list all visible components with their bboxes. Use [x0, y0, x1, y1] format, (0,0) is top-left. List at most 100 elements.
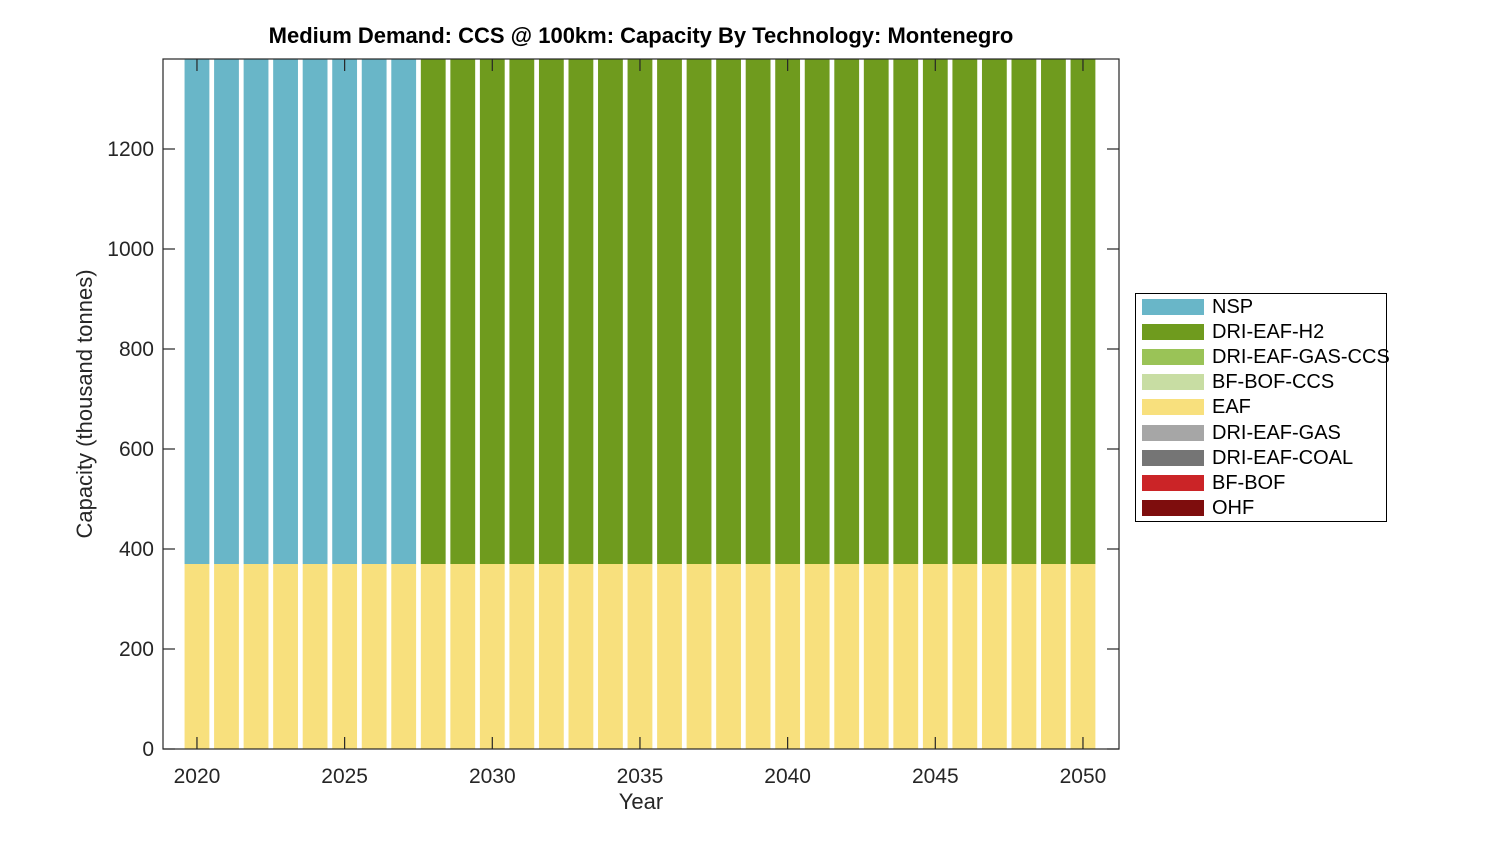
y-tick-label: 0 [142, 738, 154, 761]
bar-segment-DRI-EAF-H2-2033 [568, 59, 594, 564]
bar-segment-NSP-2025 [332, 59, 358, 564]
legend-item-DRI-EAF-COAL: DRI-EAF-COAL [1136, 445, 1386, 470]
bar-segment-DRI-EAF-H2-2035 [627, 59, 653, 564]
x-tick-label: 2045 [912, 765, 959, 788]
bar-segment-EAF-2031 [509, 564, 535, 749]
bar-segment-DRI-EAF-H2-2030 [479, 59, 505, 564]
bar-segment-DRI-EAF-H2-2049 [1041, 59, 1066, 564]
bar-segment-DRI-EAF-H2-2037 [686, 59, 712, 564]
bar-segment-EAF-2036 [657, 564, 682, 749]
y-tick-label: 800 [119, 338, 154, 361]
bar-segment-EAF-2026 [361, 564, 387, 749]
bar-segment-DRI-EAF-H2-2041 [804, 59, 830, 564]
bar-segment-EAF-2045 [922, 564, 948, 749]
bar-segment-DRI-EAF-H2-2039 [745, 59, 771, 564]
legend: NSP DRI-EAF-H2 DRI-EAF-GAS-CCS BF-BOF-CCS EA… [1135, 293, 1390, 522]
y-tick-label: 1000 [107, 238, 154, 261]
bar-segment-EAF-2035 [627, 564, 653, 749]
bar-segment-EAF-2028 [420, 564, 446, 749]
bar-segment-EAF-2037 [686, 564, 712, 749]
x-tick-label: 2035 [617, 765, 664, 788]
legend-item-BF-BOF: BF-BOF [1136, 471, 1386, 496]
bar-segment-DRI-EAF-H2-2042 [834, 59, 860, 564]
bar-segment-EAF-2030 [479, 564, 505, 749]
legend-item-BF-BOF-CCS: BF-BOF-CCS [1136, 370, 1386, 395]
bar-segment-DRI-EAF-H2-2043 [863, 59, 889, 564]
bar-segment-EAF-2033 [568, 564, 594, 749]
bars-group [184, 59, 1096, 749]
plot-box [162, 58, 1120, 750]
legend-swatch-BF-BOF [1142, 475, 1204, 492]
legend-label: DRI-EAF-H2 [1212, 320, 1325, 343]
legend-swatch-DRI-EAF-H2 [1142, 323, 1204, 340]
legend-item-DRI-EAF-H2: DRI-EAF-H2 [1136, 319, 1386, 344]
bar-segment-DRI-EAF-H2-2029 [450, 59, 476, 564]
y-tick-label: 200 [119, 638, 154, 661]
legend-swatch-DRI-EAF-GAS [1142, 424, 1204, 441]
legend-swatch-DRI-EAF-COAL [1142, 449, 1204, 466]
legend-label: OHF [1212, 497, 1255, 520]
bar-segment-EAF-2025 [332, 564, 358, 749]
legend-label: NSP [1212, 295, 1254, 318]
bar-segment-DRI-EAF-H2-2036 [657, 59, 682, 564]
legend-swatch-BF-BOF-CCS [1142, 374, 1204, 391]
legend-swatch-NSP [1142, 298, 1204, 315]
bar-segment-EAF-2027 [391, 564, 417, 749]
bar-segment-EAF-2050 [1070, 564, 1096, 749]
legend-swatch-EAF [1142, 399, 1204, 416]
bar-segment-NSP-2020 [184, 59, 210, 564]
legend-label: DRI-EAF-COAL [1212, 446, 1354, 469]
bar-segment-EAF-2024 [302, 564, 328, 749]
legend-label: BF-BOF-CCS [1212, 371, 1335, 394]
bar-segment-NSP-2027 [391, 59, 417, 564]
bar-segment-NSP-2021 [214, 59, 239, 564]
bar-segment-DRI-EAF-H2-2048 [1011, 59, 1037, 564]
bar-segment-DRI-EAF-H2-2050 [1070, 59, 1096, 564]
legend-label: DRI-EAF-GAS [1212, 421, 1341, 444]
bar-segment-DRI-EAF-H2-2047 [981, 59, 1007, 564]
bar-segment-EAF-2023 [273, 564, 298, 749]
bar-segment-EAF-2042 [834, 564, 860, 749]
bar-segment-NSP-2023 [273, 59, 298, 564]
bar-segment-DRI-EAF-H2-2032 [538, 59, 564, 564]
y-tick-label: 1200 [107, 138, 154, 161]
legend-swatch-DRI-EAF-GAS-CCS [1142, 349, 1204, 366]
x-tick-label: 2020 [174, 765, 221, 788]
bar-segment-EAF-2020 [184, 564, 210, 749]
x-axis-label: Year [618, 789, 664, 814]
legend-label: DRI-EAF-GAS-CCS [1212, 346, 1390, 369]
bar-segment-DRI-EAF-H2-2038 [716, 59, 741, 564]
legend-label: EAF [1212, 396, 1251, 419]
x-tick-label: 2050 [1060, 765, 1107, 788]
legend-swatch-OHF [1142, 500, 1204, 517]
x-tick-label: 2025 [321, 765, 368, 788]
bar-segment-DRI-EAF-H2-2045 [922, 59, 948, 564]
bar-segment-EAF-2041 [804, 564, 830, 749]
bar-segment-DRI-EAF-H2-2028 [420, 59, 446, 564]
legend-item-NSP: NSP [1136, 294, 1386, 319]
bar-segment-EAF-2046 [952, 564, 978, 749]
bar-segment-EAF-2043 [863, 564, 889, 749]
legend-label: BF-BOF [1212, 472, 1286, 495]
legend-item-DRI-EAF-GAS-CCS: DRI-EAF-GAS-CCS [1136, 345, 1390, 370]
bar-segment-EAF-2047 [981, 564, 1007, 749]
bar-segment-EAF-2048 [1011, 564, 1037, 749]
chart-title: Medium Demand: CCS @ 100km: Capacity By … [268, 23, 1014, 48]
legend-item-EAF: EAF [1136, 395, 1386, 420]
bar-segment-EAF-2049 [1041, 564, 1066, 749]
x-tick-label: 2030 [469, 765, 516, 788]
x-tick-label: 2040 [764, 765, 811, 788]
bar-segment-NSP-2024 [302, 59, 328, 564]
y-tick-label: 600 [119, 438, 154, 461]
bar-segment-EAF-2022 [243, 564, 269, 749]
bar-segment-EAF-2029 [450, 564, 476, 749]
bar-segment-DRI-EAF-H2-2044 [893, 59, 919, 564]
bar-segment-EAF-2034 [598, 564, 623, 749]
bar-segment-DRI-EAF-H2-2040 [775, 59, 801, 564]
bar-segment-DRI-EAF-H2-2034 [598, 59, 623, 564]
bar-segment-EAF-2032 [538, 564, 564, 749]
bar-segment-EAF-2044 [893, 564, 919, 749]
legend-item-DRI-EAF-GAS: DRI-EAF-GAS [1136, 420, 1386, 445]
